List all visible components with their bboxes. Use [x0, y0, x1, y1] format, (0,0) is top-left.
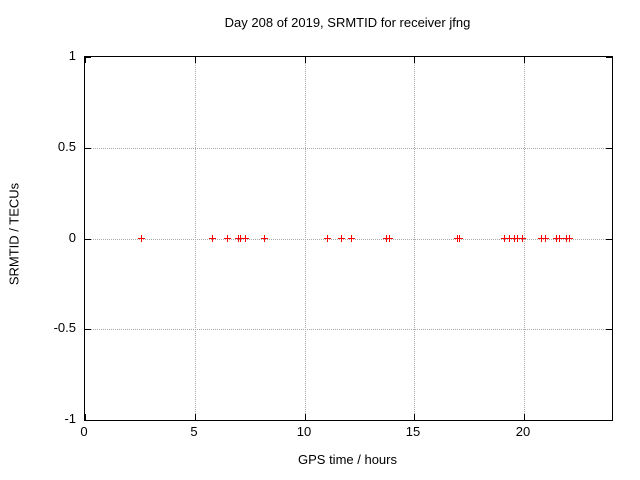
grid-line-horizontal [85, 148, 612, 149]
y-tick-label: -1 [64, 411, 76, 426]
grid-line-horizontal [85, 329, 612, 330]
tick-mark [414, 414, 415, 420]
grid-line-vertical [414, 57, 415, 420]
data-point-marker [518, 234, 526, 242]
data-point-marker [209, 234, 216, 242]
grid-line-horizontal [85, 239, 612, 240]
x-tick-label: 0 [80, 424, 88, 439]
tick-mark [195, 57, 196, 63]
x-tick-label: 20 [515, 424, 531, 439]
data-point-marker [348, 234, 356, 242]
data-point-marker [386, 234, 394, 242]
tick-mark [305, 414, 306, 420]
y-tick-label: -0.5 [53, 320, 76, 335]
grid-line-vertical [305, 57, 306, 420]
tick-mark [524, 414, 525, 420]
data-point-marker [555, 234, 563, 242]
tick-mark [305, 57, 306, 63]
tick-mark [195, 414, 196, 420]
tick-mark [85, 148, 91, 149]
tick-mark [85, 420, 91, 421]
data-point-marker [565, 234, 573, 242]
y-tick-label: 0.5 [57, 139, 76, 154]
tick-mark [606, 239, 612, 240]
chart-title: Day 208 of 2019, SRMTID for receiver jfn… [224, 15, 471, 30]
tick-mark [85, 57, 86, 63]
data-point-marker [237, 234, 245, 242]
tick-mark [606, 148, 612, 149]
y-tick-label: 1 [68, 48, 76, 63]
x-axis-label: GPS time / hours [298, 452, 397, 467]
tick-mark [606, 420, 612, 421]
data-point-marker [261, 234, 269, 242]
data-point-marker [382, 234, 390, 242]
data-point-marker [500, 234, 508, 242]
plot-area [84, 56, 613, 421]
tick-mark [85, 329, 91, 330]
tick-mark [524, 57, 525, 63]
tick-mark [606, 329, 612, 330]
data-point-marker [138, 234, 146, 242]
data-point-marker [537, 234, 545, 242]
tick-mark [606, 57, 612, 58]
data-point-marker [541, 234, 549, 242]
x-tick-label: 10 [296, 424, 312, 439]
y-tick-label: 0 [68, 230, 76, 245]
data-point-marker [324, 234, 332, 242]
data-point-marker [513, 234, 521, 242]
tick-mark [85, 239, 91, 240]
tick-mark [414, 57, 415, 63]
data-point-marker [505, 234, 513, 242]
data-point-marker [338, 234, 346, 242]
x-tick-label: 15 [405, 424, 421, 439]
grid-line-vertical [195, 57, 196, 420]
tick-mark [85, 414, 86, 420]
data-point-marker [242, 234, 250, 242]
data-point-marker [223, 234, 231, 242]
x-tick-label: 5 [190, 424, 198, 439]
grid-line-vertical [524, 57, 525, 420]
data-point-marker [456, 234, 464, 242]
tick-mark [85, 57, 91, 58]
